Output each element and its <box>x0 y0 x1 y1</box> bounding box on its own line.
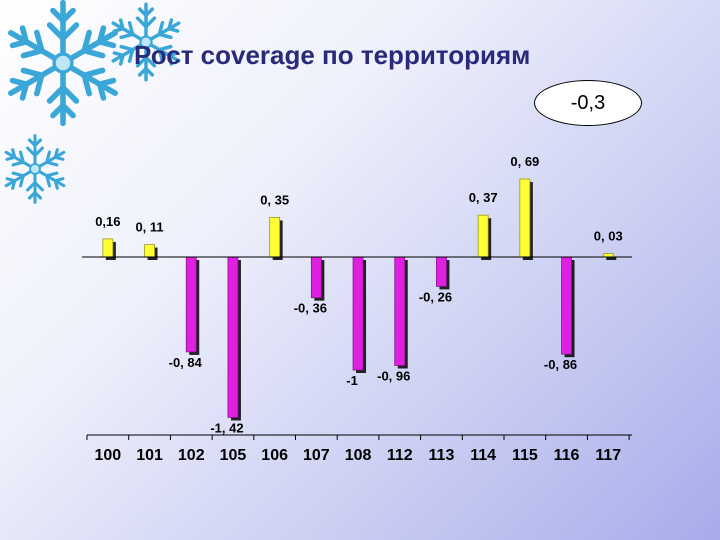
category-tick-115: 115 <box>512 447 538 464</box>
bar-116 <box>561 256 575 358</box>
category-tick-116: 116 <box>554 447 580 464</box>
category-tick-108: 108 <box>345 447 372 464</box>
summary-badge: -0,3 <box>534 80 642 126</box>
data-label-117: 0, 03 <box>594 229 623 244</box>
category-tick-113: 113 <box>429 447 455 464</box>
snowflake-icon <box>0 0 130 130</box>
bars-layer <box>102 178 617 421</box>
bar-115 <box>519 178 533 260</box>
data-label-108: -1 <box>346 373 358 388</box>
bar-105 <box>227 256 241 421</box>
bar-112 <box>394 256 408 369</box>
data-label-115: 0, 69 <box>510 154 539 169</box>
data-label-100: 0,16 <box>95 214 120 229</box>
chart-title: Рост coverage по территориям <box>134 40 531 70</box>
snowflake-icon <box>107 2 185 82</box>
category-tick-106: 106 <box>261 447 288 464</box>
data-label-112: -0, 96 <box>377 368 410 383</box>
category-tick-100: 100 <box>94 447 121 464</box>
category-tick-112: 112 <box>387 447 413 464</box>
category-tick-105: 105 <box>220 447 247 464</box>
bar-113 <box>436 256 450 290</box>
bar-101 <box>144 244 158 260</box>
data-labels-layer: 0,16 0, 11 -0, 84 -1, 42 0, 35 -0, 36 -1 -0, 96… <box>95 154 623 435</box>
data-label-106: 0, 35 <box>260 192 289 207</box>
category-tick-107: 107 <box>303 447 330 464</box>
data-label-105: -1, 42 <box>210 420 243 435</box>
bar-102 <box>185 256 200 355</box>
snowflake-icon <box>0 134 70 204</box>
bar-106 <box>269 217 283 260</box>
data-label-107: -0, 36 <box>294 301 327 316</box>
category-tick-114: 114 <box>470 447 496 464</box>
category-tick-102: 102 <box>178 447 205 464</box>
data-label-101: 0, 11 <box>135 220 163 235</box>
bar-114 <box>477 214 492 260</box>
data-label-114: 0, 37 <box>469 190 498 205</box>
bar-108 <box>352 256 367 373</box>
data-label-116: -0, 86 <box>544 357 577 372</box>
bar-107 <box>310 256 325 301</box>
category-tick-101: 101 <box>136 447 163 464</box>
category-ticks-layer: 100 101 102 105 106 107 108 112 113 114 115 116 117 <box>86 435 630 464</box>
data-label-102: -0, 84 <box>169 355 203 370</box>
data-label-113: -0, 26 <box>419 289 452 304</box>
category-tick-117: 117 <box>595 447 621 464</box>
